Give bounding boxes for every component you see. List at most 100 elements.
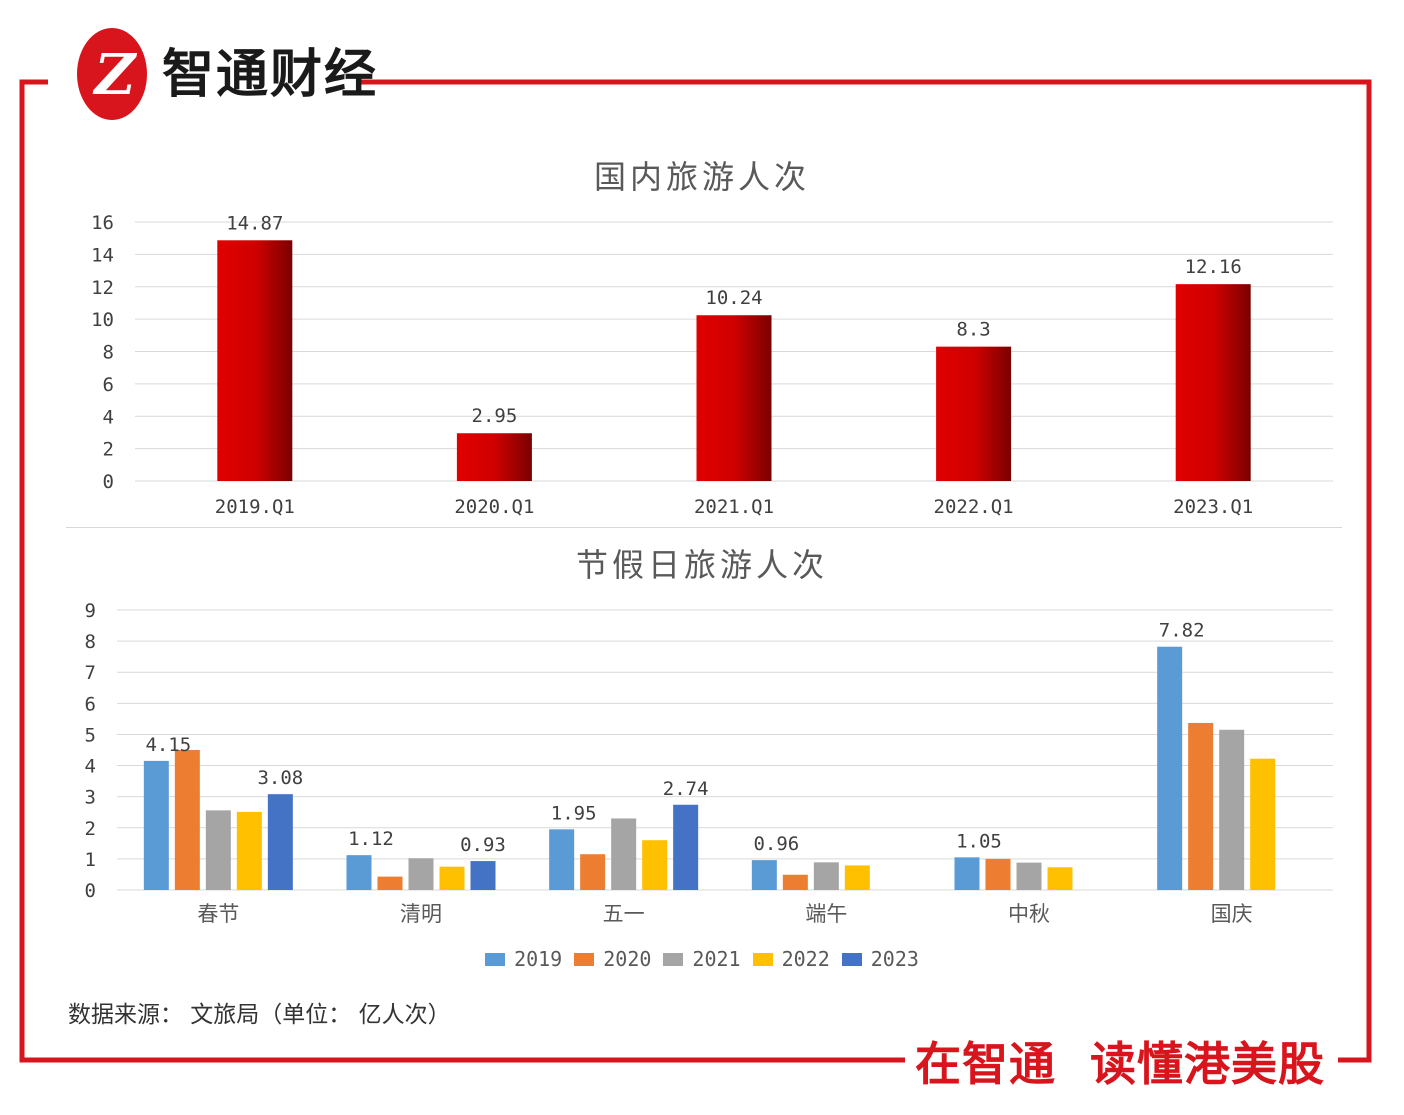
data-label: 0.93 bbox=[460, 834, 506, 856]
bar bbox=[1219, 729, 1245, 890]
chart-title-domestic: 国内旅游人次 bbox=[593, 158, 810, 196]
legend-swatch bbox=[574, 952, 595, 966]
x-tick-label: 春节 bbox=[197, 902, 239, 926]
legend-label: 2020 bbox=[603, 947, 652, 971]
bar bbox=[346, 855, 372, 890]
legend-label: 2022 bbox=[781, 947, 830, 971]
y-tick-label: 6 bbox=[103, 374, 114, 396]
data-label: 14.87 bbox=[226, 212, 283, 234]
x-tick-label: 国庆 bbox=[1211, 902, 1253, 926]
y-tick-label: 0 bbox=[103, 471, 114, 493]
data-label: 8.3 bbox=[956, 319, 990, 341]
y-tick-label: 3 bbox=[85, 787, 96, 809]
bar bbox=[1188, 722, 1214, 890]
bar bbox=[642, 840, 668, 890]
bar bbox=[174, 750, 200, 890]
bar bbox=[782, 874, 808, 890]
x-tick-label: 2019.Q1 bbox=[215, 496, 295, 518]
bar bbox=[813, 862, 839, 890]
data-label: 1.05 bbox=[956, 830, 1002, 852]
bar bbox=[844, 865, 870, 890]
bar bbox=[470, 861, 496, 890]
bar bbox=[143, 760, 169, 890]
x-tick-label: 清明 bbox=[400, 902, 442, 926]
bar bbox=[1157, 646, 1183, 890]
bar bbox=[1016, 862, 1042, 890]
bar bbox=[580, 854, 606, 890]
bar bbox=[936, 346, 1012, 481]
y-tick-label: 5 bbox=[85, 724, 96, 746]
legend-swatch bbox=[485, 952, 506, 966]
logo-glyph: Z bbox=[94, 42, 136, 108]
y-tick-label: 4 bbox=[103, 406, 114, 428]
bar bbox=[1047, 867, 1073, 890]
bar bbox=[408, 858, 434, 890]
bar bbox=[439, 866, 465, 890]
x-tick-label: 2023.Q1 bbox=[1173, 496, 1253, 518]
y-tick-label: 10 bbox=[91, 309, 114, 331]
x-tick-label: 五一 bbox=[603, 902, 645, 926]
legend-item: 2023 bbox=[841, 947, 919, 971]
legend-item: 2019 bbox=[485, 947, 562, 971]
data-label: 2.95 bbox=[472, 405, 518, 427]
logo-badge bbox=[77, 28, 147, 120]
data-source-note: 数据来源： 文旅局（单位： 亿人次） bbox=[68, 1002, 451, 1028]
frame-border bbox=[19, 79, 1372, 1063]
y-tick-label: 2 bbox=[103, 439, 114, 461]
bar bbox=[456, 433, 532, 481]
legend-label: 2023 bbox=[870, 947, 919, 971]
y-tick-label: 1 bbox=[85, 849, 96, 871]
bar bbox=[1175, 284, 1251, 481]
data-label: 10.24 bbox=[705, 287, 762, 309]
bar bbox=[267, 794, 293, 890]
legend-swatch bbox=[841, 952, 862, 966]
legend-item: 2022 bbox=[752, 947, 830, 971]
bar bbox=[205, 810, 231, 890]
y-tick-label: 7 bbox=[85, 662, 96, 684]
bar bbox=[673, 804, 699, 890]
y-tick-label: 12 bbox=[91, 277, 114, 299]
x-tick-label: 2022.Q1 bbox=[934, 496, 1014, 518]
brand-name: 智通财经 bbox=[162, 45, 379, 105]
legend-label: 2019 bbox=[514, 947, 563, 971]
y-tick-label: 2 bbox=[85, 818, 96, 840]
chart-divider bbox=[66, 527, 1342, 528]
y-tick-label: 9 bbox=[85, 600, 96, 622]
bar bbox=[1250, 758, 1276, 890]
data-label: 12.16 bbox=[1185, 256, 1242, 278]
bar bbox=[549, 829, 575, 890]
y-tick-label: 6 bbox=[85, 693, 96, 715]
y-tick-label: 0 bbox=[85, 880, 96, 902]
bar bbox=[611, 818, 637, 890]
data-label: 7.82 bbox=[1159, 620, 1205, 642]
bar bbox=[985, 858, 1011, 890]
bar bbox=[751, 860, 777, 890]
y-tick-label: 4 bbox=[85, 756, 96, 778]
data-label: 3.08 bbox=[257, 767, 303, 789]
y-tick-label: 16 bbox=[91, 212, 114, 234]
slogan: 在智通 读懂港美股 bbox=[915, 1037, 1326, 1091]
x-tick-label: 2021.Q1 bbox=[694, 496, 774, 518]
legend-item: 2021 bbox=[663, 947, 741, 971]
data-label: 0.96 bbox=[753, 833, 799, 855]
legend-swatch bbox=[663, 952, 684, 966]
x-tick-label: 端午 bbox=[805, 902, 847, 926]
y-tick-label: 8 bbox=[103, 342, 114, 364]
chart-title-holiday: 节假日旅游人次 bbox=[575, 546, 828, 584]
data-label: 1.12 bbox=[348, 828, 394, 850]
data-label: 4.15 bbox=[145, 734, 191, 756]
data-label: 2.74 bbox=[663, 778, 709, 800]
bar bbox=[217, 240, 293, 481]
bar bbox=[236, 811, 262, 890]
bar bbox=[954, 857, 980, 890]
y-tick-label: 14 bbox=[91, 244, 114, 266]
chart-legend: 2019 2020 2021 2022 2023 bbox=[0, 945, 1404, 973]
y-tick-label: 8 bbox=[85, 631, 96, 653]
bar bbox=[377, 876, 403, 890]
x-tick-label: 中秋 bbox=[1008, 902, 1050, 926]
x-tick-label: 2020.Q1 bbox=[454, 496, 534, 518]
bar bbox=[696, 315, 772, 481]
